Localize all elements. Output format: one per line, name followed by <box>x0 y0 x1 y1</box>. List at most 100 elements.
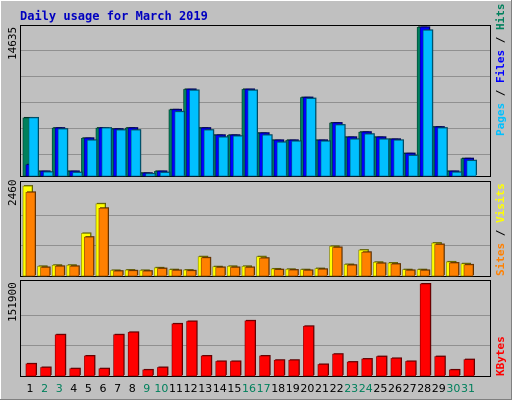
bottom-kbytes-bar-day-26 <box>390 358 402 377</box>
top-pages-bar-day-14 <box>218 137 229 177</box>
top-pages-bar-day-20 <box>306 98 316 177</box>
top-pages-bar-day-10 <box>160 172 170 177</box>
middle-sites-bar-day-3 <box>54 266 65 277</box>
top-pages-bar-day-8 <box>130 129 141 177</box>
top-pages-bar-day-1 <box>28 117 39 177</box>
bottom-kbytes-bar-day-10 <box>157 367 168 377</box>
middle-sites-bar-day-13 <box>200 257 211 277</box>
top-pages-bar-day-31 <box>466 160 477 177</box>
top-pages-bar-day-4 <box>72 172 83 177</box>
bottom-kbytes-bar-day-19 <box>288 359 300 377</box>
day-label-15: 15 <box>227 382 241 395</box>
middle-sites-bar-day-17 <box>259 257 269 277</box>
day-label-30: 30 <box>446 382 460 395</box>
top-max-label: 14635 <box>6 27 19 60</box>
day-label-16: 16 <box>242 382 256 395</box>
day-label-9: 9 <box>143 382 150 395</box>
middle-sites-bar-day-23 <box>346 264 357 277</box>
middle-sites-bar-day-16 <box>244 267 255 277</box>
bottom-kbytes-bar-day-13 <box>200 355 212 377</box>
top-pages-bar-day-17 <box>262 134 272 177</box>
middle-sites-bar-day-21 <box>317 269 328 277</box>
top-pages-bar-day-2 <box>43 171 53 177</box>
bottom-kbytes-bar-day-27 <box>405 361 416 377</box>
day-label-2: 2 <box>41 382 48 395</box>
day-label-21: 21 <box>315 382 329 395</box>
top-pages-bar-day-15 <box>233 135 243 177</box>
middle-sites-bar-day-25 <box>376 263 386 277</box>
legend-visits: Visits <box>494 183 507 223</box>
middle-sites-bar-day-24 <box>361 252 372 277</box>
bottom-kbytes-bar-day-5 <box>84 355 95 377</box>
bottom-kbytes-bar-day-16 <box>244 320 256 377</box>
bottom-kbytes-bar-day-3 <box>54 334 66 377</box>
legend-kbytes: KBytes <box>494 336 507 376</box>
middle-sites-bar-day-12 <box>186 270 196 277</box>
middle-sites-bar-day-31 <box>463 264 474 277</box>
middle-sites-bar-day-15 <box>230 267 240 277</box>
chart-title: Daily usage for March 2019 <box>20 9 208 23</box>
top-pages-bar-day-22 <box>335 124 345 177</box>
top-pages-bar-day-19 <box>291 141 302 177</box>
middle-sites-bar-day-8 <box>127 270 138 277</box>
top-pages-bar-day-5 <box>87 140 97 177</box>
day-label-8: 8 <box>129 382 136 395</box>
day-label-14: 14 <box>213 382 227 395</box>
day-label-11: 11 <box>169 382 183 395</box>
day-label-23: 23 <box>344 382 358 395</box>
legend-middle: Sites / Visits <box>494 183 507 276</box>
day-label-24: 24 <box>359 382 373 395</box>
bottom-kbytes-bar-day-6 <box>98 368 110 377</box>
day-labels: 1 2 3 4 5 6 7 8 9 10 11 12 13 14 15 16 17 18 19 20 21 22 23 24 2… <box>27 382 476 395</box>
top-pages-bar-day-21 <box>320 141 331 177</box>
legend-pages: Pages <box>494 103 507 136</box>
bottom-kbytes-bar-day-22 <box>332 353 343 377</box>
day-label-13: 13 <box>198 382 212 395</box>
middle-sites-bar-day-9 <box>142 270 153 277</box>
middle-sites-bar-day-30 <box>449 262 459 277</box>
bottom-kbytes-bar-day-8 <box>127 332 139 377</box>
middle-sites-bar-day-1 <box>25 192 36 277</box>
middle-sites-bar-day-29 <box>434 244 445 277</box>
bottom-kbytes-bar-day-18 <box>273 359 285 377</box>
top-pages-bar-day-27 <box>408 155 418 177</box>
day-label-3: 3 <box>56 382 63 395</box>
bottom-kbytes-bar-day-28 <box>419 283 431 377</box>
top-pages-bar-day-6 <box>101 127 112 177</box>
middle-sites-bar-day-20 <box>303 270 313 277</box>
top-pages-bar-day-29 <box>437 127 448 177</box>
bottom-kbytes-bar-day-11 <box>171 323 183 377</box>
top-pages-bar-day-25 <box>379 139 389 177</box>
middle-sites-bar-day-11 <box>171 270 182 277</box>
top-pages-bar-day-23 <box>349 139 360 177</box>
day-label-29: 29 <box>432 382 446 395</box>
top-pages-bar-day-13 <box>203 129 214 177</box>
bottom-kbytes-bar-day-2 <box>40 367 51 377</box>
top-pages-bar-day-12 <box>189 90 199 177</box>
legend-sites: Sites <box>494 243 507 276</box>
day-label-25: 25 <box>373 382 387 395</box>
day-label-20: 20 <box>300 382 314 395</box>
day-label-17: 17 <box>257 382 271 395</box>
middle-sites-bar-day-6 <box>98 208 109 277</box>
middle-sites-bar-day-4 <box>69 266 80 277</box>
top-pages-bar-day-9 <box>145 173 156 177</box>
top-pages-bar-day-16 <box>247 90 258 177</box>
bottom-kbytes-bar-day-23 <box>346 361 358 377</box>
bottom-kbytes-bar-day-17 <box>259 355 270 377</box>
day-label-18: 18 <box>271 382 285 395</box>
top-pages-bar-day-7 <box>116 129 126 177</box>
day-label-19: 19 <box>286 382 300 395</box>
middle-max-label: 2460 <box>6 180 19 207</box>
bottom-kbytes-bar-day-25 <box>376 356 387 377</box>
legend-hits: Hits <box>494 4 507 31</box>
middle-sites-bar-day-5 <box>84 236 94 277</box>
middle-sites-bar-day-14 <box>215 267 226 277</box>
top-pages-bar-day-28 <box>422 30 433 177</box>
top-pages-bar-day-18 <box>276 142 287 177</box>
bottom-kbytes-bar-day-4 <box>69 368 81 377</box>
day-label-31: 31 <box>461 382 475 395</box>
top-pages-bar-day-30 <box>452 172 462 177</box>
top-pages-bar-day-26 <box>393 140 404 177</box>
top-pages-bar-day-3 <box>57 128 68 177</box>
